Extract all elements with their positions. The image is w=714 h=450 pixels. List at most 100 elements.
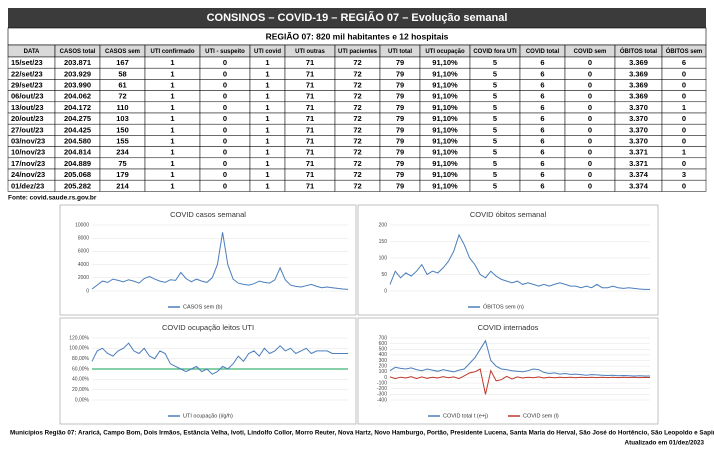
series-line [91,342,348,375]
cell-text: 10/nov/23 [11,148,45,157]
cell-text: 1 [265,69,269,78]
cell-text: 6 [540,125,544,134]
y-tick-label: 150 [379,239,388,245]
cell-text: 71 [306,125,314,134]
cell-text: 5 [493,136,497,145]
cell-text: 79 [396,103,404,112]
cell-text: 0 [223,125,227,134]
cell-text: 204.814 [64,148,92,157]
cell-text: 0 [588,148,592,157]
cell-text: 0 [588,181,592,190]
cell-text: 1 [170,80,174,89]
cell-text: 72 [118,92,126,101]
cell-text: 234 [116,148,129,157]
cell-text: 6 [540,159,544,168]
cell-text: 205.068 [64,170,91,179]
cell-text: 1 [682,148,686,157]
cell-text: 0 [682,80,686,89]
cell-text: 91,10% [432,148,458,157]
cell-text: 0 [588,136,592,145]
y-tick-label: 8000 [78,236,89,242]
legend-label: UTI ocupação (i/g/h) [183,413,233,419]
cell-text: 0 [588,80,592,89]
cell-text: 0 [223,159,227,168]
cell-text: 214 [116,181,129,190]
cell-text: 204.275 [64,114,91,123]
cell-text: 71 [306,114,314,123]
cell-text: 5 [493,181,497,190]
cell-text: 6 [540,58,544,67]
cell-text: 5 [493,125,497,134]
cell-text: 6 [540,148,544,157]
cell-text: 203.929 [64,69,91,78]
cell-text: 71 [306,80,314,89]
cell-text: 79 [396,125,404,134]
cell-text: 79 [396,69,404,78]
cell-text: 5 [493,58,497,67]
cell-text: 91,10% [432,125,458,134]
y-tick-label: 50 [381,272,387,278]
header-text: DATA [24,49,40,55]
cell-text: 1 [265,136,269,145]
y-tick-label: 10000 [75,222,89,228]
cell-text: 72 [353,136,361,145]
cell-text: 0 [682,92,686,101]
cell-text: 6 [540,136,544,145]
chart-title: COVID óbitos semanal [470,210,547,219]
cell-text: 1 [265,114,269,123]
cell-text: 91,10% [432,58,458,67]
cell-text: 1 [170,125,174,134]
cell-text: 71 [306,159,314,168]
cell-text: 205.282 [64,181,91,190]
cell-text: 71 [306,170,314,179]
cell-text: 15/set/23 [11,58,43,67]
cell-text: 204.062 [64,92,91,101]
y-tick-label: 500 [379,347,388,353]
y-tick-label: 700 [379,335,388,341]
cell-text: 1 [265,148,269,157]
cell-text: 91,10% [432,181,458,190]
chart-frame [357,204,659,316]
legend-label: ÓBITOS sem (n) [483,303,524,310]
header-text: UTI outras [295,49,325,55]
cell-text: 79 [396,92,404,101]
chart-frame [59,204,357,316]
y-tick-label: 100 [379,255,388,261]
cell-text: 5 [493,92,497,101]
cell-text: 22/set/23 [11,69,43,78]
cell-text: 103 [116,114,129,123]
source: Fonte: covid.saude.rs.gov.br [8,195,97,202]
legend-label: COVID total t (e+j) [443,413,488,419]
y-tick-label: 20,00% [72,387,90,393]
cell-text: 17/nov/23 [11,159,45,168]
cell-text: 1 [170,92,174,101]
cell-text: 0 [682,114,686,123]
chart-title: COVID casos semanal [170,210,246,219]
cell-text: 79 [396,114,404,123]
cell-text: 01/dez/23 [11,181,44,190]
y-tick-label: 0 [384,288,387,294]
chart-title: COVID internados [478,323,539,332]
cell-text: 1 [170,148,174,157]
cell-text: 1 [170,114,174,123]
cell-text: 3.374 [629,181,649,190]
cell-text: 167 [116,58,129,67]
cell-text: 79 [396,136,404,145]
cell-text: 5 [493,69,497,78]
cell-text: 6 [540,80,544,89]
y-tick-label: -100 [377,380,387,386]
cell-text: 204.889 [64,159,91,168]
header-text: COVID total [526,49,560,55]
cell-text: 71 [306,69,314,78]
title-bar [8,8,706,28]
cell-text: 0 [223,148,227,157]
cell-text: 3.369 [629,80,648,89]
y-tick-label: 100 [379,369,388,375]
cell-text: 0 [223,114,227,123]
cell-text: 0 [223,181,227,190]
cell-text: 1 [265,125,269,134]
cell-text: 179 [116,170,129,179]
cell-text: 0 [588,125,592,134]
y-tick-label: 0 [86,288,89,294]
series-line [389,233,650,290]
